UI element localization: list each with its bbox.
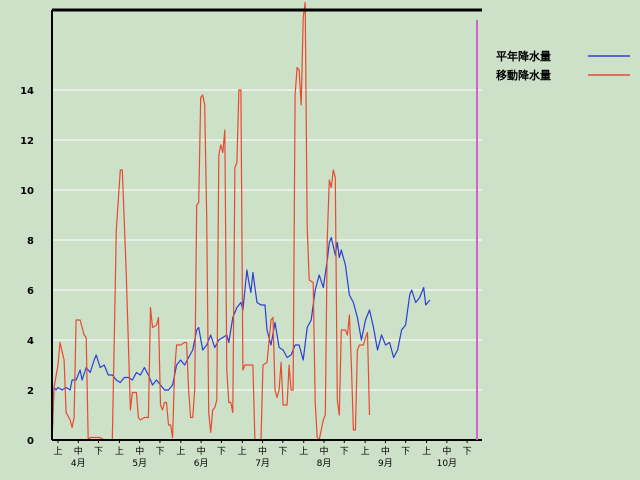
x-period-label: 中 — [381, 445, 390, 457]
x-month-label: 10月 — [437, 458, 457, 469]
x-month-label: 4月 — [71, 458, 86, 469]
x-period-label: 上 — [176, 446, 185, 457]
x-period-label: 中 — [258, 445, 267, 457]
x-period-label: 上 — [361, 446, 370, 457]
x-month-label: 6月 — [194, 458, 209, 469]
x-period-label: 下 — [94, 447, 103, 457]
y-tick-label: 14 — [20, 86, 34, 97]
x-period-label: 上 — [238, 446, 247, 457]
x-month-label: 9月 — [378, 458, 393, 469]
x-period-label: 下 — [155, 447, 164, 457]
x-period-label: 下 — [463, 447, 472, 457]
x-period-label: 中 — [135, 445, 144, 457]
x-period-label: 下 — [401, 447, 410, 457]
x-period-label: 中 — [442, 445, 451, 457]
y-tick-label: 8 — [27, 236, 34, 247]
x-month-label: 5月 — [132, 458, 147, 469]
x-period-label: 下 — [340, 447, 349, 457]
x-axis: 上中下4月上中下5月上中下6月上中下7月上中下8月上中下9月上中下10月 — [53, 440, 472, 469]
legend-label: 平年降水量 — [496, 49, 551, 63]
x-period-label: 上 — [299, 446, 308, 457]
y-axis: 0 2 4 6 8 10 12 14 — [20, 86, 34, 447]
legend-label: 移動降水量 — [496, 68, 551, 82]
x-period-label: 下 — [278, 447, 287, 457]
x-period-label: 上 — [422, 446, 431, 457]
y-tick-label: 6 — [27, 286, 34, 297]
x-period-label: 上 — [53, 446, 62, 457]
y-tick-label: 2 — [27, 386, 34, 397]
series-line — [51, 1, 371, 441]
x-period-label: 中 — [319, 445, 328, 457]
x-period-label: 下 — [217, 447, 226, 457]
x-month-label: 8月 — [317, 458, 332, 469]
y-tick-label: 4 — [27, 336, 34, 347]
gridlines — [52, 89, 482, 391]
x-period-label: 上 — [115, 446, 124, 457]
x-period-label: 中 — [74, 445, 83, 457]
data-series — [51, 1, 431, 441]
y-tick-label: 10 — [20, 186, 34, 197]
plot-frame — [51, 8, 482, 441]
y-tick-label: 0 — [27, 436, 34, 447]
y-tick-label: 12 — [20, 136, 34, 147]
x-month-label: 7月 — [255, 458, 270, 469]
x-period-label: 中 — [197, 445, 206, 457]
